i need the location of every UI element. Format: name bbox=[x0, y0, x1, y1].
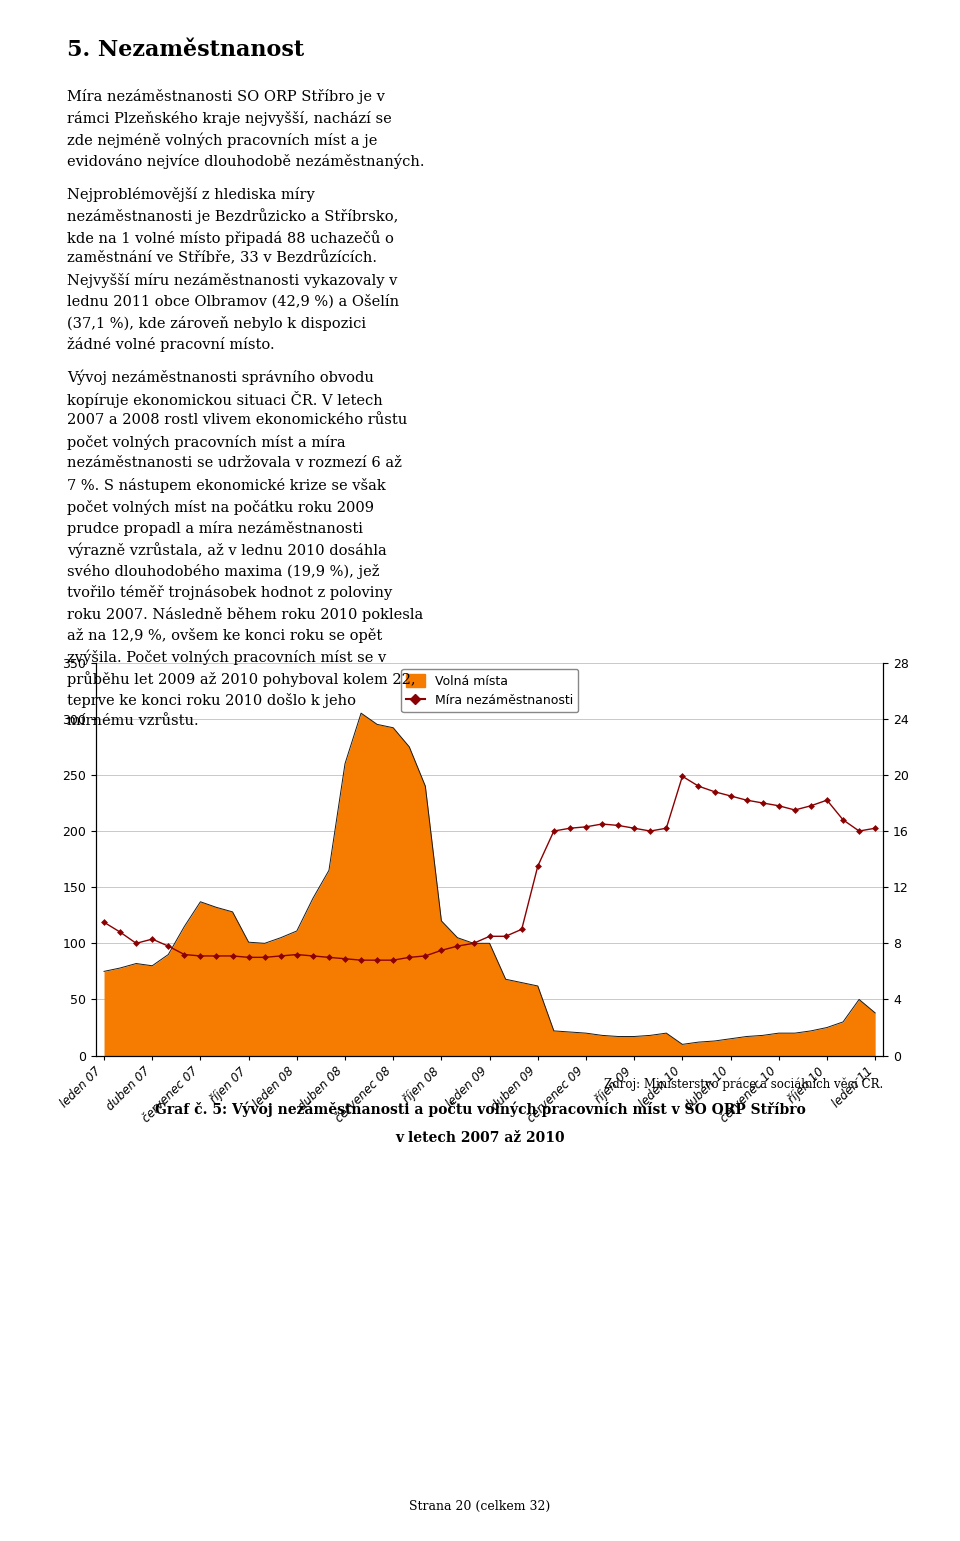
Text: 5. Nezaměstnanost: 5. Nezaměstnanost bbox=[67, 39, 304, 60]
Text: Nejproblémovější z hlediska míry: Nejproblémovější z hlediska míry bbox=[67, 186, 315, 202]
Text: rámci Plzeňského kraje nejvyšší, nachází se: rámci Plzeňského kraje nejvyšší, nachází… bbox=[67, 111, 392, 126]
Text: nezáměstnanosti je Bezdrůzicko a Stříbrsko,: nezáměstnanosti je Bezdrůzicko a Stříbrs… bbox=[67, 208, 398, 223]
Text: zvýšila. Počet volných pracovních míst se v: zvýšila. Počet volných pracovních míst s… bbox=[67, 650, 387, 666]
Text: evidováno nejvíce dlouhodobě nezáměstnaných.: evidováno nejvíce dlouhodobě nezáměstnan… bbox=[67, 154, 424, 170]
Text: zaměstnání ve Stříbře, 33 v Bezdrůzících.: zaměstnání ve Stříbře, 33 v Bezdrůzících… bbox=[67, 251, 377, 265]
Text: (37,1 %), kde zároveň nebylo k dispozici: (37,1 %), kde zároveň nebylo k dispozici bbox=[67, 316, 367, 331]
Text: zde nejméně volných pracovních míst a je: zde nejméně volných pracovních míst a je bbox=[67, 133, 377, 148]
Text: prudce propadl a míra nezáměstnanosti: prudce propadl a míra nezáměstnanosti bbox=[67, 521, 363, 536]
Text: teprve ke konci roku 2010 došlo k jeho: teprve ke konci roku 2010 došlo k jeho bbox=[67, 693, 356, 707]
Text: žádné volné pracovní místo.: žádné volné pracovní místo. bbox=[67, 337, 275, 353]
Text: Nejvyšší míru nezáměstnanosti vykazovaly v: Nejvyšší míru nezáměstnanosti vykazovaly… bbox=[67, 273, 397, 288]
Text: lednu 2011 obce Olbramov (42,9 %) a Ošelín: lednu 2011 obce Olbramov (42,9 %) a Ošel… bbox=[67, 294, 399, 308]
Text: počet volných pracovních míst a míra: počet volných pracovních míst a míra bbox=[67, 435, 346, 450]
Text: Zdroj: Ministerstvo práce a sociálních věcí ČR.: Zdroj: Ministerstvo práce a sociálních v… bbox=[604, 1076, 883, 1091]
Text: výrazně vzrůstala, až v lednu 2010 dosáhla: výrazně vzrůstala, až v lednu 2010 dosáh… bbox=[67, 542, 387, 558]
Text: Graf č. 5: Vývoj nezáměstnanosti a počtu volných pracovních míst v SO ORP Stříbr: Graf č. 5: Vývoj nezáměstnanosti a počtu… bbox=[155, 1102, 805, 1117]
Text: Míra nezáměstnanosti SO ORP Stříbro je v: Míra nezáměstnanosti SO ORP Stříbro je v bbox=[67, 89, 385, 105]
Text: Vývoj nezáměstnanosti správního obvodu: Vývoj nezáměstnanosti správního obvodu bbox=[67, 370, 374, 385]
Text: nezáměstnanosti se udržovala v rozmezí 6 až: nezáměstnanosti se udržovala v rozmezí 6… bbox=[67, 456, 402, 470]
Text: tvořilo téměř trojnásobek hodnot z poloviny: tvořilo téměř trojnásobek hodnot z polov… bbox=[67, 586, 393, 599]
Text: 7 %. S nástupem ekonomické krize se však: 7 %. S nástupem ekonomické krize se však bbox=[67, 478, 386, 493]
Text: kde na 1 volné místo připadá 88 uchazečů o: kde na 1 volné místo připadá 88 uchazečů… bbox=[67, 230, 394, 245]
Text: svého dlouhodobého maxima (19,9 %), jež: svého dlouhodobého maxima (19,9 %), jež bbox=[67, 564, 380, 579]
Text: počet volných míst na počátku roku 2009: počet volných míst na počátku roku 2009 bbox=[67, 499, 374, 515]
Text: průběhu let 2009 až 2010 pohyboval kolem 22,: průběhu let 2009 až 2010 pohyboval kolem… bbox=[67, 672, 416, 687]
Text: v letech 2007 až 2010: v letech 2007 až 2010 bbox=[396, 1131, 564, 1145]
Text: mírnému vzrůstu.: mírnému vzrůstu. bbox=[67, 715, 199, 729]
Legend: Volná místa, Míra nezáměstnanosti: Volná místa, Míra nezáměstnanosti bbox=[401, 669, 578, 712]
Text: 2007 a 2008 rostl vlivem ekonomického růstu: 2007 a 2008 rostl vlivem ekonomického rů… bbox=[67, 413, 407, 427]
Text: až na 12,9 %, ovšem ke konci roku se opět: až na 12,9 %, ovšem ke konci roku se opě… bbox=[67, 629, 382, 643]
Text: Strana 20 (celkem 32): Strana 20 (celkem 32) bbox=[409, 1501, 551, 1513]
Text: roku 2007. Následně během roku 2010 poklesla: roku 2007. Následně během roku 2010 pokl… bbox=[67, 607, 423, 621]
Text: kopíruje ekonomickou situaci ČR. V letech: kopíruje ekonomickou situaci ČR. V letec… bbox=[67, 391, 383, 408]
